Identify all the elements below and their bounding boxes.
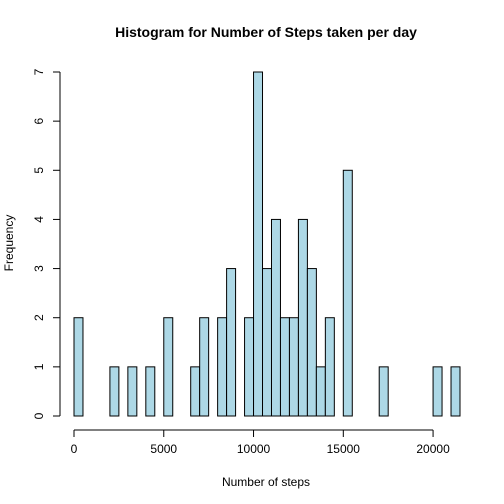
x-tick-label: 5000: [150, 442, 177, 456]
histogram-bar: [270, 218, 281, 417]
y-tick-label: 4: [32, 216, 46, 223]
histogram-bar: [226, 268, 237, 417]
bars-group: [73, 71, 461, 417]
y-tick-label: 0: [32, 412, 46, 419]
x-tick-label: 20000: [416, 442, 450, 456]
histogram-bar: [315, 366, 326, 417]
histogram-bar: [324, 317, 335, 417]
y-tick-label: 7: [32, 68, 46, 75]
y-axis-label: Frequency: [2, 215, 16, 272]
x-tick-label: 10000: [237, 442, 271, 456]
histogram-bar: [253, 71, 264, 417]
histogram-bar: [217, 317, 228, 417]
y-tick-label: 3: [32, 265, 46, 272]
histogram-bar: [306, 268, 317, 417]
histogram-bar: [190, 366, 201, 417]
histogram-bar: [145, 366, 156, 417]
histogram-bar: [450, 366, 461, 417]
histogram-bar: [378, 366, 389, 417]
x-tick-label: 15000: [327, 442, 361, 456]
histogram-bar: [432, 366, 443, 417]
y-tick-label: 2: [32, 314, 46, 321]
chart-title: Histogram for Number of Steps taken per …: [115, 24, 417, 40]
histogram-bar: [342, 169, 353, 417]
x-axis-label: Number of steps: [222, 475, 310, 489]
x-axis: 0 5000 10000 15000 20000: [71, 429, 450, 456]
histogram-bar: [199, 317, 210, 417]
y-axis: 0 1 2 3 4 5 6 7: [32, 68, 61, 419]
histogram-bar: [244, 317, 255, 417]
histogram-bar: [127, 366, 138, 417]
histogram-bar: [262, 268, 272, 417]
y-tick-label: 6: [32, 117, 46, 124]
histogram-bar: [163, 317, 174, 417]
y-tick-label: 5: [32, 167, 46, 174]
histogram-bar: [109, 366, 120, 417]
y-tick-label: 1: [32, 363, 46, 370]
histogram-bar: [279, 317, 290, 417]
histogram-bar: [297, 218, 308, 417]
histogram-bar: [73, 317, 84, 417]
histogram-bar: [288, 317, 299, 417]
x-tick-label: 0: [71, 442, 78, 456]
